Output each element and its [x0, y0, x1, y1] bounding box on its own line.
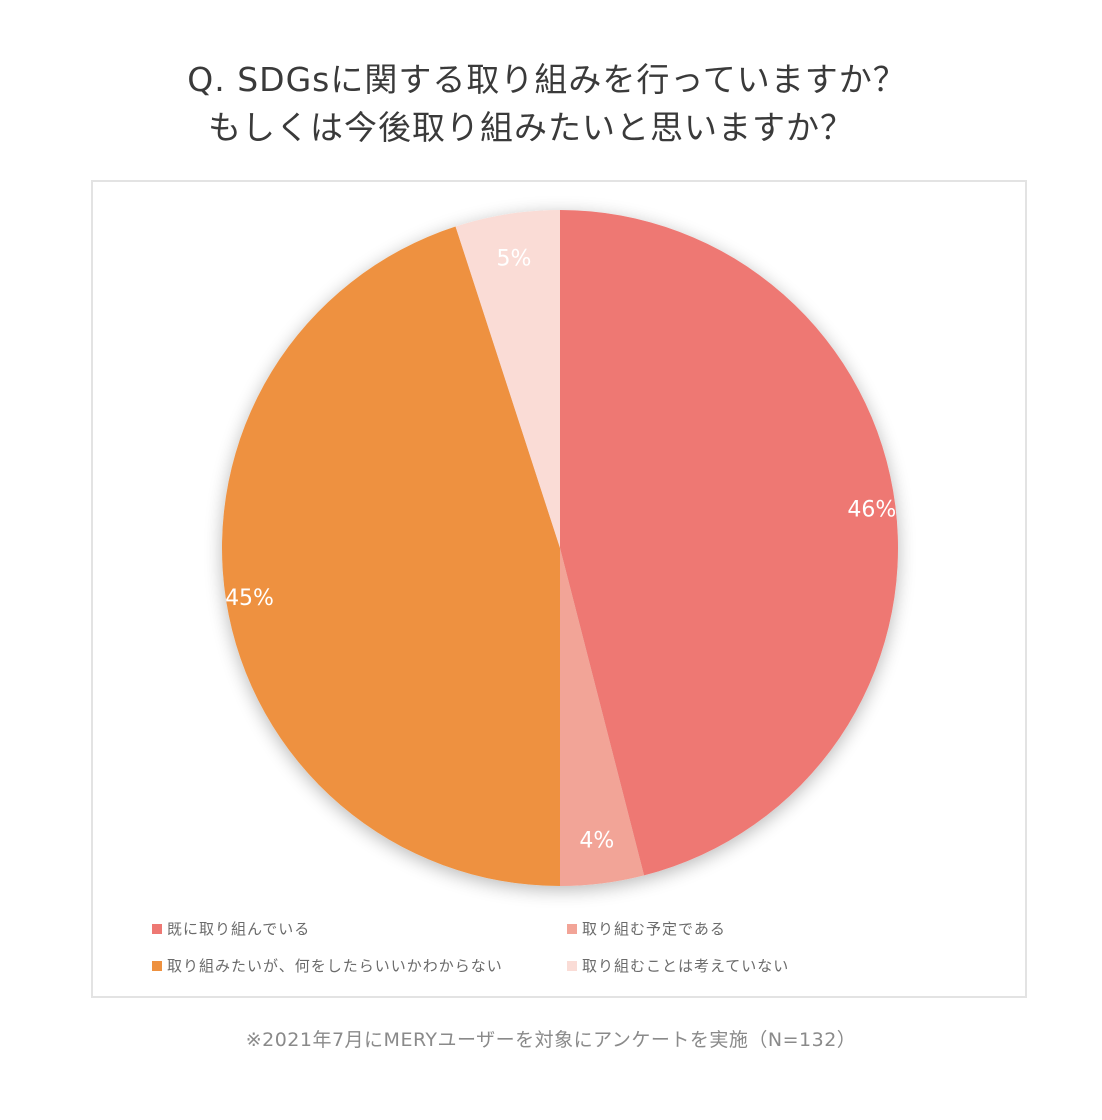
- pie-slice: [222, 226, 560, 886]
- title-line-2: もしくは今後取り組みたいと思いますか？: [208, 108, 854, 147]
- pie-slices: [222, 210, 898, 886]
- slice-label: 5%: [497, 247, 532, 272]
- pie-chart: 46% 4% 45% 5%: [222, 210, 898, 886]
- chart-area: 46% 4% 45% 5% 既に取り組んでいる 取り組む予定である 取り組みたいが、何…: [91, 180, 1027, 998]
- chart-title: Q. SDGsに関する取り組みを行っていますか？ もしくは今後取り組みたいと思い…: [0, 56, 1102, 152]
- pie-slice: [560, 548, 645, 886]
- pie-slice: [455, 210, 560, 548]
- title-line-1: Q. SDGsに関する取り組みを行っていますか？: [187, 60, 907, 99]
- pie-labels: 46% 4% 45% 5%: [225, 247, 896, 854]
- survey-footnote: ※2021年7月にMERYユーザーを対象にアンケートを実施（N=132）: [245, 1029, 857, 1051]
- pie-slice: [560, 210, 898, 876]
- slice-label: 45%: [225, 586, 274, 611]
- slice-label: 46%: [847, 498, 896, 523]
- slice-label: 4%: [579, 829, 614, 854]
